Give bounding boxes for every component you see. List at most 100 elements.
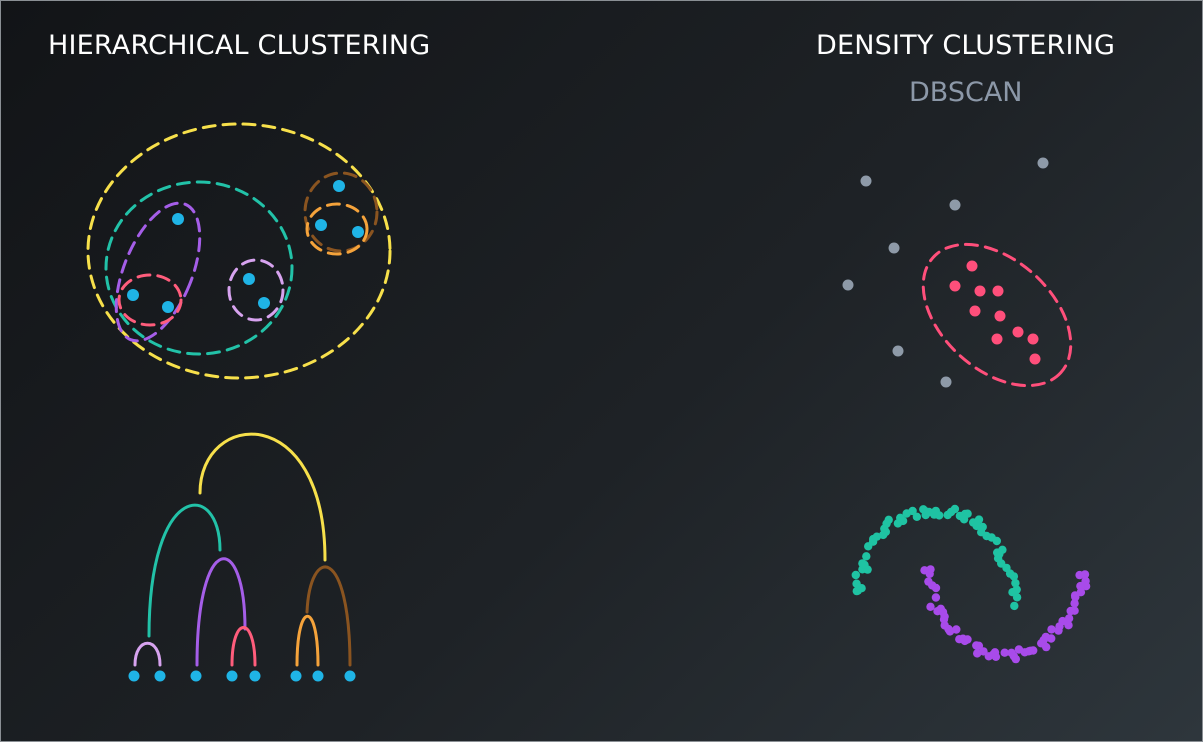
moon-point bbox=[898, 516, 908, 526]
moon-point bbox=[1011, 578, 1020, 588]
moon-point bbox=[1014, 645, 1024, 654]
data-point bbox=[315, 219, 327, 231]
hierarchical-clustering-title: HIERARCHICAL CLUSTERING bbox=[48, 30, 431, 61]
core-point bbox=[992, 285, 1004, 297]
dendrogram-merge-brown bbox=[305, 565, 352, 667]
dendrogram-merge-lavender bbox=[133, 641, 162, 667]
leaf-point bbox=[128, 670, 140, 682]
noise-point bbox=[940, 376, 952, 388]
hierarchical-points bbox=[127, 180, 364, 313]
moon-point bbox=[995, 549, 1004, 559]
dendrogram bbox=[133, 432, 352, 667]
core-point bbox=[994, 310, 1006, 322]
moon-point bbox=[872, 532, 881, 541]
nested-clusters bbox=[86, 122, 392, 380]
cluster-ellipse-yellow bbox=[86, 122, 392, 380]
core-point bbox=[1029, 353, 1041, 365]
moon-point bbox=[912, 512, 922, 521]
core-point bbox=[974, 285, 986, 297]
data-point bbox=[162, 301, 174, 313]
moon-cluster-purple bbox=[920, 565, 1091, 664]
core-point bbox=[969, 305, 981, 317]
moon-point bbox=[1070, 599, 1079, 608]
leaf-point bbox=[344, 670, 356, 682]
moon-point bbox=[935, 511, 944, 520]
moon-point bbox=[959, 515, 969, 524]
moon-point bbox=[984, 652, 993, 661]
moon-point bbox=[862, 552, 871, 561]
moon-point bbox=[851, 570, 860, 580]
cluster-ellipse-pink bbox=[117, 273, 183, 327]
moon-point bbox=[1076, 581, 1085, 591]
moon-point bbox=[1064, 614, 1074, 623]
dendrogram-merge-teal bbox=[147, 503, 222, 638]
moon-point bbox=[979, 647, 988, 656]
core-point bbox=[966, 260, 978, 272]
moon-point bbox=[1071, 592, 1080, 602]
moon-point bbox=[924, 577, 933, 586]
moon-point bbox=[884, 515, 893, 524]
moon-point bbox=[992, 536, 1001, 546]
dendrogram-merge-yellow bbox=[198, 432, 327, 562]
noise-point bbox=[892, 345, 904, 357]
moon-point bbox=[926, 602, 935, 611]
leaf-point bbox=[154, 670, 166, 682]
moon-point bbox=[960, 636, 969, 646]
moon-point bbox=[1047, 625, 1056, 634]
leaf-point bbox=[249, 670, 261, 682]
moon-point bbox=[950, 504, 960, 514]
dbscan-subtitle: DBSCAN bbox=[909, 77, 1023, 108]
moon-point bbox=[1080, 570, 1090, 579]
noise-point bbox=[949, 199, 961, 211]
data-point bbox=[333, 180, 345, 192]
moon-point bbox=[881, 527, 890, 537]
cluster-ellipse-lavender bbox=[227, 258, 285, 322]
moon-point bbox=[1054, 626, 1063, 635]
moon-point bbox=[852, 579, 861, 588]
moon-point bbox=[908, 506, 917, 516]
leaf-point bbox=[226, 670, 238, 682]
moon-point bbox=[920, 566, 929, 575]
core-points bbox=[949, 260, 1041, 365]
data-point bbox=[127, 289, 139, 301]
data-point bbox=[352, 226, 364, 238]
cluster-ellipse-purple bbox=[114, 201, 202, 343]
dendrogram-leaves bbox=[128, 670, 356, 682]
moon-point bbox=[978, 522, 987, 532]
core-point bbox=[1012, 326, 1024, 338]
density-clustering-title: DENSITY CLUSTERING bbox=[816, 30, 1116, 61]
cluster-ellipse-teal bbox=[104, 180, 294, 356]
moon-point bbox=[973, 649, 982, 658]
data-point bbox=[258, 297, 270, 309]
dendrogram-merge-orange bbox=[295, 615, 320, 667]
cluster-ellipse-brown bbox=[303, 171, 379, 253]
data-point bbox=[172, 213, 184, 225]
noise-point bbox=[860, 175, 872, 187]
noise-point bbox=[888, 242, 900, 254]
moon-point bbox=[1009, 572, 1019, 581]
dbscan-cluster-ellipse bbox=[921, 242, 1073, 388]
moon-point bbox=[1070, 606, 1079, 615]
moon-point bbox=[1009, 651, 1018, 661]
leaf-point bbox=[290, 670, 302, 682]
moon-point bbox=[931, 593, 941, 602]
moon-point bbox=[939, 615, 949, 624]
dendrogram-merge-pink bbox=[230, 626, 257, 667]
moon-point bbox=[1010, 601, 1019, 611]
core-point bbox=[949, 280, 961, 292]
noise-point bbox=[842, 279, 854, 291]
core-point bbox=[991, 333, 1003, 345]
moon-point bbox=[1037, 639, 1046, 648]
moon-point bbox=[1041, 632, 1051, 642]
noise-point bbox=[1037, 157, 1049, 169]
moon-point bbox=[943, 510, 952, 520]
noise-points bbox=[842, 157, 1049, 388]
data-point bbox=[243, 273, 255, 285]
moon-point bbox=[952, 625, 961, 634]
moon-point bbox=[860, 560, 869, 569]
moon-point bbox=[1000, 648, 1009, 657]
moon-point bbox=[972, 641, 981, 650]
moon-point bbox=[1012, 593, 1022, 602]
moon-point bbox=[1064, 621, 1073, 630]
